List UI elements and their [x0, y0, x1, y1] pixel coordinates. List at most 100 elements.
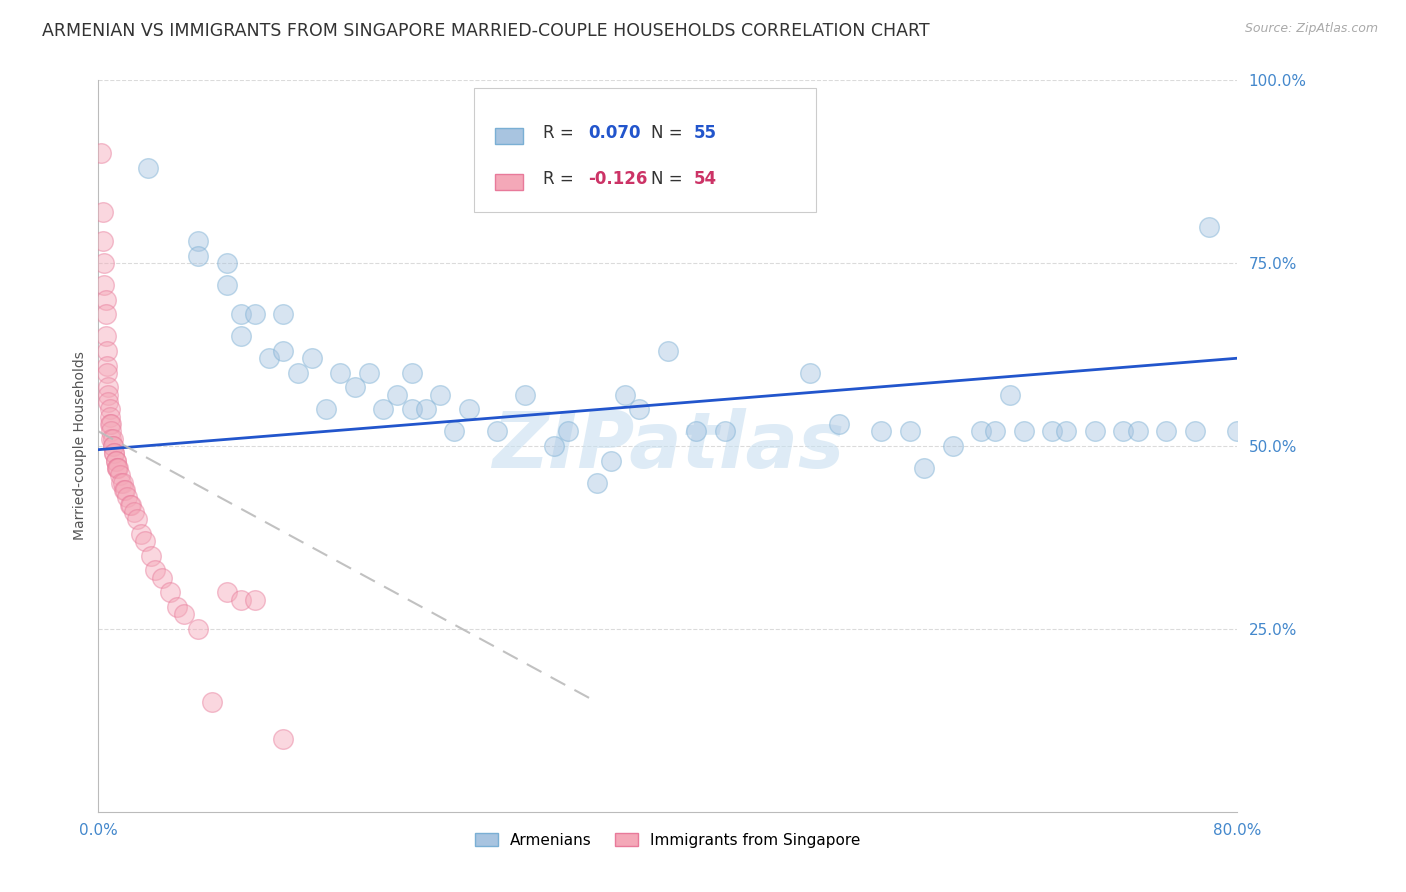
FancyBboxPatch shape: [495, 128, 523, 144]
Point: [134, 534, 156, 549]
Point: [912, 461, 935, 475]
Point: [145, 563, 167, 577]
Point: [215, 256, 238, 270]
Point: [122, 505, 145, 519]
Point: [108, 468, 131, 483]
Point: [273, 307, 295, 321]
Point: [1154, 425, 1177, 439]
Point: [115, 490, 138, 504]
Point: [96, 343, 118, 358]
Point: [301, 351, 323, 366]
Point: [401, 402, 423, 417]
Point: [103, 446, 125, 460]
Point: [166, 599, 188, 614]
Point: [201, 695, 224, 709]
Point: [1112, 425, 1135, 439]
Point: [287, 366, 309, 380]
Point: [94, 307, 117, 321]
Point: [187, 249, 209, 263]
Point: [614, 388, 637, 402]
Point: [387, 388, 409, 402]
Point: [998, 388, 1021, 402]
Point: [97, 395, 120, 409]
Point: [107, 461, 129, 475]
Point: [1126, 425, 1149, 439]
Point: [714, 425, 737, 439]
Point: [91, 234, 114, 248]
Text: N =: N =: [651, 170, 688, 188]
Point: [243, 592, 266, 607]
Point: [139, 549, 162, 563]
Point: [101, 432, 124, 446]
Point: [94, 293, 117, 307]
Point: [120, 498, 142, 512]
Point: [96, 366, 118, 380]
Text: 0.070: 0.070: [588, 124, 641, 142]
Point: [118, 498, 141, 512]
Point: [243, 307, 266, 321]
Point: [415, 402, 437, 417]
Point: [94, 329, 117, 343]
Point: [91, 205, 114, 219]
Point: [486, 425, 509, 439]
Point: [104, 453, 127, 467]
Point: [97, 388, 120, 402]
Point: [1084, 425, 1107, 439]
Point: [96, 359, 118, 373]
Point: [585, 475, 607, 490]
Point: [136, 161, 159, 175]
Text: 55: 55: [695, 124, 717, 142]
Point: [828, 417, 851, 431]
Text: ZIPatlas: ZIPatlas: [492, 408, 844, 484]
FancyBboxPatch shape: [495, 174, 523, 190]
Point: [443, 425, 465, 439]
Point: [159, 585, 181, 599]
Point: [111, 475, 134, 490]
Point: [970, 425, 993, 439]
Point: [105, 461, 128, 475]
Point: [343, 380, 366, 394]
Point: [100, 417, 122, 431]
Text: N =: N =: [651, 124, 688, 142]
Point: [101, 439, 124, 453]
Point: [152, 571, 174, 585]
Point: [457, 402, 479, 417]
Text: -0.126: -0.126: [588, 170, 648, 188]
Point: [329, 366, 352, 380]
Text: R =: R =: [543, 170, 579, 188]
Point: [104, 453, 127, 467]
Point: [1226, 425, 1249, 439]
Point: [984, 425, 1007, 439]
Point: [110, 475, 132, 490]
Point: [870, 425, 893, 439]
Text: ARMENIAN VS IMMIGRANTS FROM SINGAPORE MARRIED-COUPLE HOUSEHOLDS CORRELATION CHAR: ARMENIAN VS IMMIGRANTS FROM SINGAPORE MA…: [42, 22, 929, 40]
Point: [273, 343, 295, 358]
Point: [100, 425, 122, 439]
Text: R =: R =: [543, 124, 579, 142]
Point: [357, 366, 380, 380]
Point: [1040, 425, 1063, 439]
FancyBboxPatch shape: [474, 87, 815, 212]
Point: [97, 380, 120, 394]
Point: [685, 425, 707, 439]
Legend: Armenians, Immigrants from Singapore: Armenians, Immigrants from Singapore: [468, 825, 868, 855]
Point: [98, 417, 121, 431]
Point: [799, 366, 821, 380]
Y-axis label: Married-couple Households: Married-couple Households: [73, 351, 87, 541]
Point: [1012, 425, 1035, 439]
Point: [401, 366, 423, 380]
Point: [543, 439, 565, 453]
Point: [942, 439, 965, 453]
Point: [1184, 425, 1206, 439]
Point: [129, 526, 152, 541]
Point: [229, 307, 252, 321]
Point: [173, 607, 195, 622]
Point: [98, 402, 121, 417]
Point: [600, 453, 623, 467]
Point: [215, 278, 238, 293]
Point: [429, 388, 451, 402]
Point: [112, 483, 135, 497]
Point: [125, 512, 148, 526]
Point: [515, 388, 537, 402]
Point: [373, 402, 395, 417]
